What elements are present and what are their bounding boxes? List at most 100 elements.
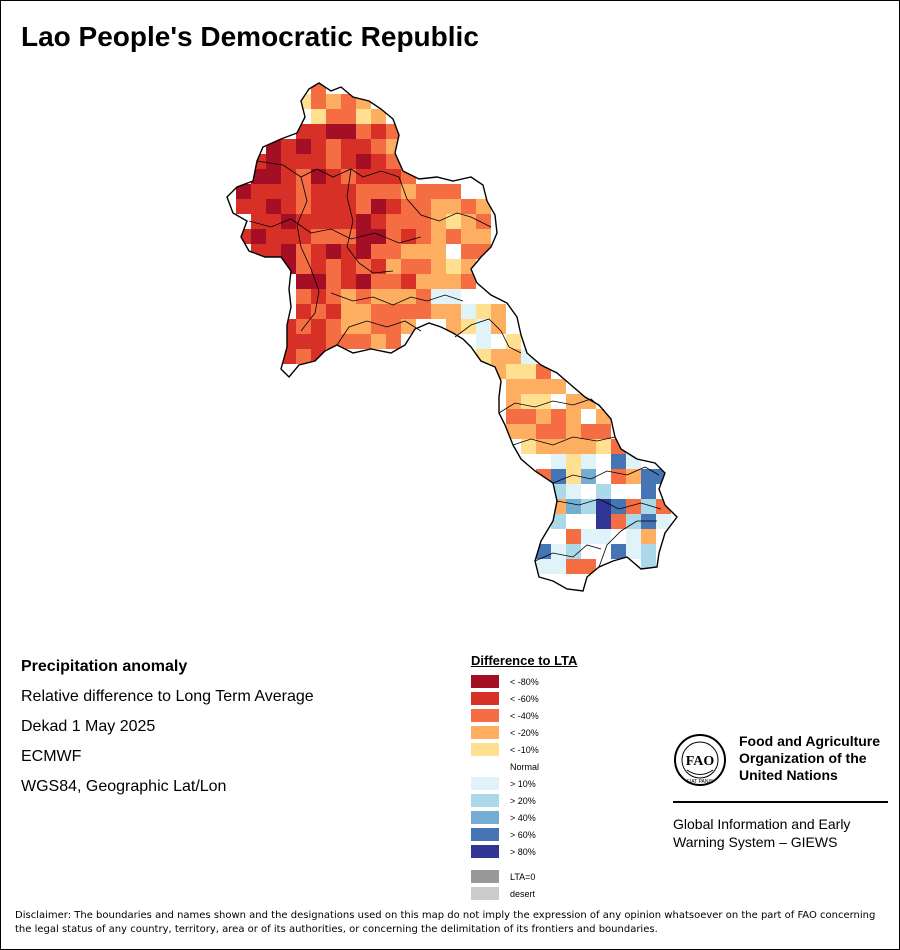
anomaly-cell <box>296 304 311 319</box>
anomaly-cell <box>551 409 566 424</box>
anomaly-cell <box>341 184 356 199</box>
province-boundary <box>346 168 394 274</box>
map-info: Precipitation anomaly Relative differenc… <box>21 656 314 806</box>
anomaly-cell <box>611 439 626 454</box>
anomaly-cell <box>611 529 626 544</box>
anomaly-cell <box>371 259 386 274</box>
anomaly-cell <box>281 244 296 259</box>
anomaly-cell <box>581 484 596 499</box>
anomaly-cell <box>566 409 581 424</box>
anomaly-cell <box>386 334 401 349</box>
anomaly-cell <box>611 499 626 514</box>
anomaly-cell <box>566 574 581 589</box>
anomaly-cell <box>311 214 326 229</box>
anomaly-cell <box>581 514 596 529</box>
anomaly-cell <box>566 394 581 409</box>
anomaly-cell <box>326 244 341 259</box>
anomaly-cell <box>281 169 296 184</box>
anomaly-cell <box>311 304 326 319</box>
anomaly-cell <box>581 454 596 469</box>
anomaly-cell <box>551 424 566 439</box>
anomaly-cell <box>506 349 521 364</box>
province-boundary <box>248 218 422 244</box>
anomaly-cell <box>386 289 401 304</box>
country-boundary <box>226 82 678 592</box>
anomaly-cell <box>581 559 596 574</box>
anomaly-cell <box>386 244 401 259</box>
anomaly-cell <box>491 349 506 364</box>
anomaly-cell <box>626 529 641 544</box>
anomaly-cell <box>311 184 326 199</box>
anomaly-cell <box>401 244 416 259</box>
legend-extra-swatch <box>471 870 499 883</box>
anomaly-cell <box>281 154 296 169</box>
anomaly-cell <box>401 304 416 319</box>
anomaly-cell <box>641 469 656 484</box>
anomaly-cell <box>296 349 311 364</box>
disclaimer: Disclaimer: The boundaries and names sho… <box>15 910 876 935</box>
province-boundary <box>454 318 522 354</box>
anomaly-cell <box>536 454 551 469</box>
anomaly-cell <box>341 199 356 214</box>
anomaly-cell <box>476 334 491 349</box>
anomaly-cell <box>446 184 461 199</box>
anomaly-cell <box>536 559 551 574</box>
anomaly-cell <box>266 199 281 214</box>
anomaly-cell <box>596 484 611 499</box>
anomaly-cell <box>536 379 551 394</box>
anomaly-cell <box>386 274 401 289</box>
anomaly-cell <box>371 289 386 304</box>
anomaly-cell <box>356 319 371 334</box>
anomaly-cell <box>461 289 476 304</box>
anomaly-cell <box>521 439 536 454</box>
legend-item: > 20% <box>471 792 577 809</box>
anomaly-cell <box>446 199 461 214</box>
fao-logo-icon: FAO FIAT PANIS <box>674 734 726 786</box>
anomaly-cell <box>251 214 266 229</box>
anomaly-cell <box>341 124 356 139</box>
province-boundary <box>330 292 464 306</box>
province-boundary <box>534 544 602 562</box>
legend-label: < -10% <box>510 744 539 755</box>
anomaly-cell <box>371 334 386 349</box>
anomaly-cell <box>596 529 611 544</box>
info-projection: WGS84, Geographic Lat/Lon <box>21 778 227 795</box>
anomaly-cell <box>416 199 431 214</box>
anomaly-cell <box>566 439 581 454</box>
legend-label: > 60% <box>510 829 536 840</box>
legend-swatch <box>471 777 499 790</box>
anomaly-cell <box>551 469 566 484</box>
anomaly-cell <box>446 229 461 244</box>
map-title: Lao People's Democratic Republic <box>21 21 479 52</box>
anomaly-cell <box>311 139 326 154</box>
anomaly-cell <box>311 259 326 274</box>
legend-label: > 10% <box>510 778 536 789</box>
anomaly-cell <box>551 439 566 454</box>
anomaly-cell <box>446 244 461 259</box>
anomaly-cell <box>551 379 566 394</box>
anomaly-cell <box>386 229 401 244</box>
fao-name-line1: Food and Agriculture <box>739 733 881 749</box>
anomaly-cell <box>626 499 641 514</box>
anomaly-cell <box>401 319 416 334</box>
province-boundary <box>512 436 616 446</box>
legend-title: Difference to LTA <box>471 653 578 668</box>
anomaly-cell <box>341 169 356 184</box>
anomaly-cell <box>656 514 671 529</box>
anomaly-cell <box>401 274 416 289</box>
legend-label: < -40% <box>510 710 539 721</box>
anomaly-cell <box>491 304 506 319</box>
anomaly-cell <box>311 109 326 124</box>
anomaly-cell <box>446 304 461 319</box>
legend-extra-label: LTA=0 <box>510 871 536 882</box>
anomaly-cell <box>311 199 326 214</box>
anomaly-cell <box>371 214 386 229</box>
anomaly-cell <box>251 184 266 199</box>
anomaly-cell <box>461 199 476 214</box>
legend-item: > 80% <box>471 843 577 860</box>
anomaly-cell <box>341 304 356 319</box>
anomaly-cell <box>596 439 611 454</box>
anomaly-cell <box>596 454 611 469</box>
anomaly-cell <box>326 124 341 139</box>
